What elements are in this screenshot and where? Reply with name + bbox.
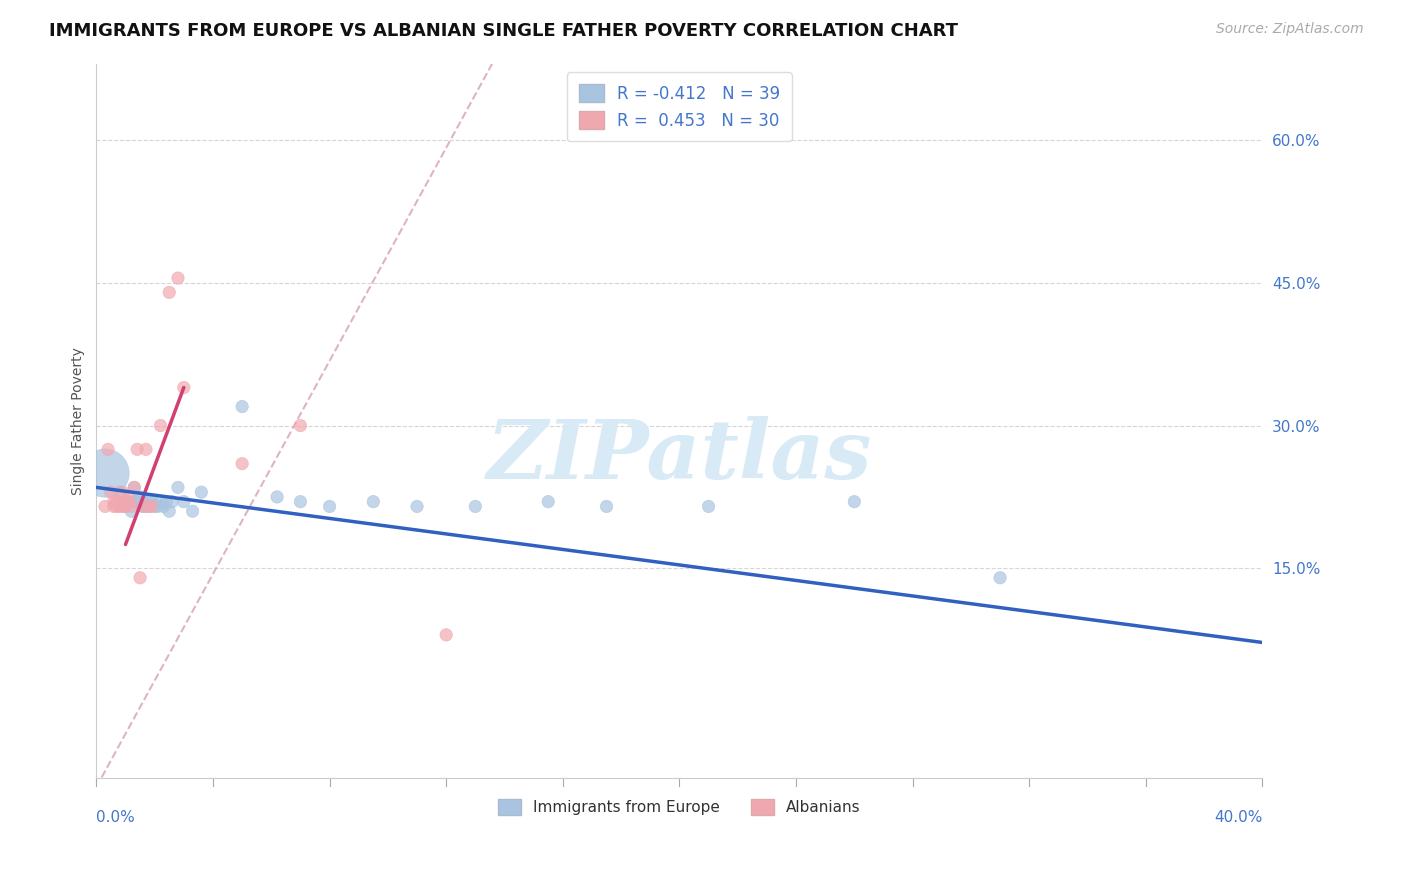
Point xyxy=(117,494,139,508)
Text: 0.0%: 0.0% xyxy=(97,810,135,825)
Point xyxy=(132,500,155,514)
Point xyxy=(97,442,120,457)
Point xyxy=(111,500,134,514)
Point xyxy=(120,504,142,518)
Point xyxy=(103,500,125,514)
Point xyxy=(94,466,117,480)
Point xyxy=(114,500,136,514)
Point xyxy=(108,494,131,508)
Legend: Immigrants from Europe, Albanians: Immigrants from Europe, Albanians xyxy=(492,792,866,822)
Point xyxy=(152,500,174,514)
Point xyxy=(146,500,169,514)
Point xyxy=(120,500,142,514)
Point xyxy=(434,628,457,642)
Point xyxy=(173,494,195,508)
Point xyxy=(157,285,180,300)
Point xyxy=(160,494,183,508)
Point xyxy=(103,494,125,508)
Text: ZIPatlas: ZIPatlas xyxy=(486,417,872,497)
Text: 40.0%: 40.0% xyxy=(1215,810,1263,825)
Point xyxy=(135,442,157,457)
Point xyxy=(537,494,560,508)
Point xyxy=(105,500,128,514)
Point xyxy=(129,571,152,585)
Point xyxy=(117,494,139,508)
Point xyxy=(149,494,172,508)
Point xyxy=(132,494,155,508)
Point xyxy=(141,500,163,514)
Point xyxy=(138,500,160,514)
Point xyxy=(138,500,160,514)
Point xyxy=(132,500,155,514)
Point xyxy=(141,494,163,508)
Point xyxy=(117,490,139,504)
Point xyxy=(167,480,190,494)
Point xyxy=(114,500,136,514)
Point xyxy=(231,457,253,471)
Point xyxy=(363,494,385,508)
Point xyxy=(173,380,195,394)
Point xyxy=(464,500,486,514)
Point xyxy=(231,400,253,414)
Point xyxy=(108,500,131,514)
Point xyxy=(127,442,149,457)
Point xyxy=(149,418,172,433)
Point xyxy=(122,480,145,494)
Point xyxy=(127,494,149,508)
Point xyxy=(595,500,617,514)
Point xyxy=(100,485,122,500)
Text: Source: ZipAtlas.com: Source: ZipAtlas.com xyxy=(1216,22,1364,37)
Point xyxy=(135,500,157,514)
Point xyxy=(114,494,136,508)
Point xyxy=(157,504,180,518)
Y-axis label: Single Father Poverty: Single Father Poverty xyxy=(72,347,86,495)
Point xyxy=(122,480,145,494)
Point xyxy=(167,271,190,285)
Point xyxy=(122,494,145,508)
Point xyxy=(143,500,166,514)
Point xyxy=(988,571,1011,585)
Point xyxy=(406,500,429,514)
Point xyxy=(138,494,160,508)
Point xyxy=(94,500,117,514)
Point xyxy=(155,494,177,508)
Point xyxy=(844,494,866,508)
Point xyxy=(290,494,312,508)
Point xyxy=(266,490,288,504)
Point xyxy=(108,485,131,500)
Point xyxy=(190,485,212,500)
Point xyxy=(181,504,204,518)
Text: IMMIGRANTS FROM EUROPE VS ALBANIAN SINGLE FATHER POVERTY CORRELATION CHART: IMMIGRANTS FROM EUROPE VS ALBANIAN SINGL… xyxy=(49,22,959,40)
Point xyxy=(129,490,152,504)
Point xyxy=(318,500,340,514)
Point xyxy=(697,500,720,514)
Point xyxy=(111,485,134,500)
Point xyxy=(105,494,128,508)
Point xyxy=(290,418,312,433)
